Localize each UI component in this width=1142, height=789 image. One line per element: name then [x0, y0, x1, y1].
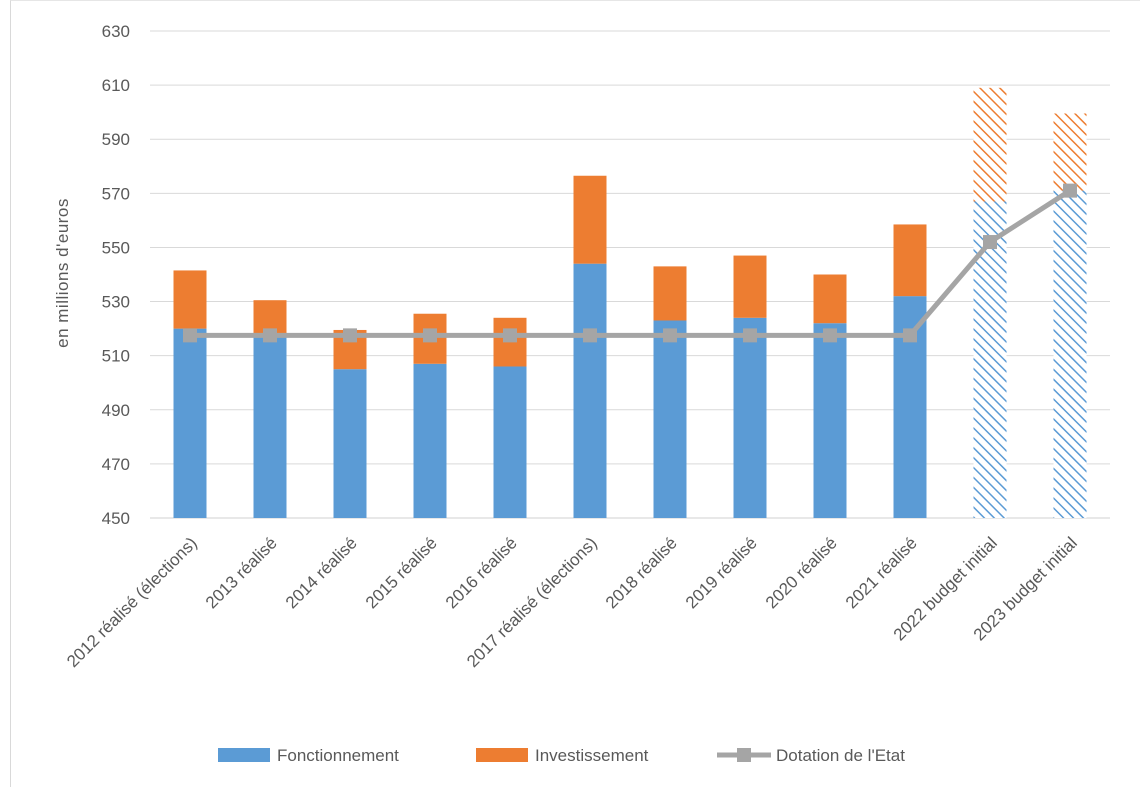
y-tick-label: 570: [102, 184, 130, 203]
bar-investissement: [573, 175, 607, 264]
dotation-marker: [263, 328, 277, 343]
dotation-marker: [983, 235, 997, 250]
bar-investissement: [813, 274, 847, 324]
x-category-label: 2014 réalisé: [282, 533, 361, 612]
x-category-label: 2012 réalisé (élections): [63, 533, 201, 671]
y-axis-label: en millions d'euros: [53, 198, 72, 348]
y-tick-label: 450: [102, 509, 130, 528]
bar-fonctionnement: [733, 317, 767, 518]
legend-label-dotation: Dotation de l'Etat: [776, 746, 905, 765]
x-category-label: 2015 réalisé: [362, 533, 441, 612]
chart-frame: [10, 0, 1140, 787]
dotation-marker: [1063, 183, 1077, 198]
y-tick-label: 610: [102, 76, 130, 95]
legend-label-fonctionnement: Fonctionnement: [277, 746, 399, 765]
dotation-marker: [823, 328, 837, 343]
bar-fonctionnement: [253, 334, 287, 518]
y-tick-label: 510: [102, 347, 130, 366]
dotation-marker: [903, 328, 917, 343]
x-category-label: 2017 réalisé (élections): [463, 533, 601, 671]
bar-investissement: [1053, 113, 1087, 191]
legend: Fonctionnement Investissement Dotation de …: [218, 746, 905, 765]
dotation-marker: [183, 328, 197, 343]
bar-fonctionnement: [813, 323, 847, 518]
x-category-label: 2020 réalisé: [762, 533, 841, 612]
bar-fonctionnement: [173, 328, 207, 518]
legend-marker-dotation: [737, 748, 751, 762]
bar-investissement: [173, 270, 207, 329]
bars: [173, 87, 1087, 518]
y-tick-label: 490: [102, 401, 130, 420]
dotation-marker: [743, 328, 757, 343]
bar-fonctionnement: [333, 369, 367, 518]
legend-swatch-fonctionnement: [218, 748, 270, 762]
bar-fonctionnement: [493, 366, 527, 518]
gridlines: [150, 30, 1110, 519]
dotation-marker: [503, 328, 517, 343]
dotation-line-path: [190, 188, 1072, 338]
y-tick-label: 630: [102, 22, 130, 41]
x-category-label: 2021 réalisé: [842, 533, 921, 612]
y-tick-label: 590: [102, 130, 130, 149]
bar-fonctionnement: [653, 320, 687, 518]
legend-swatch-investissement: [476, 748, 528, 762]
bar-fonctionnement: [573, 263, 607, 518]
dotation-line: [183, 183, 1077, 343]
bar-fonctionnement: [1053, 190, 1087, 518]
bar-fonctionnement: [413, 363, 447, 518]
bar-investissement: [653, 266, 687, 321]
legend-label-investissement: Investissement: [535, 746, 649, 765]
dotation-marker: [663, 328, 677, 343]
x-category-label: 2019 réalisé: [682, 533, 761, 612]
y-tick-label: 530: [102, 293, 130, 312]
y-tick-label: 550: [102, 238, 130, 257]
x-category-label: 2013 réalisé: [202, 533, 281, 612]
y-axis-ticks: 450 470 490 510 530 550 570 590 610 630: [102, 22, 130, 528]
dotation-marker: [583, 328, 597, 343]
x-category-label: 2018 réalisé: [602, 533, 681, 612]
bar-investissement: [973, 87, 1007, 202]
x-axis-categories: 2012 réalisé (élections) 2013 réalisé 2014…: [63, 533, 1081, 671]
dotation-marker: [343, 328, 357, 343]
x-category-label: 2016 réalisé: [442, 533, 521, 612]
dotation-marker: [423, 328, 437, 343]
y-tick-label: 470: [102, 455, 130, 474]
bar-investissement: [733, 255, 767, 318]
bar-investissement: [893, 224, 927, 297]
